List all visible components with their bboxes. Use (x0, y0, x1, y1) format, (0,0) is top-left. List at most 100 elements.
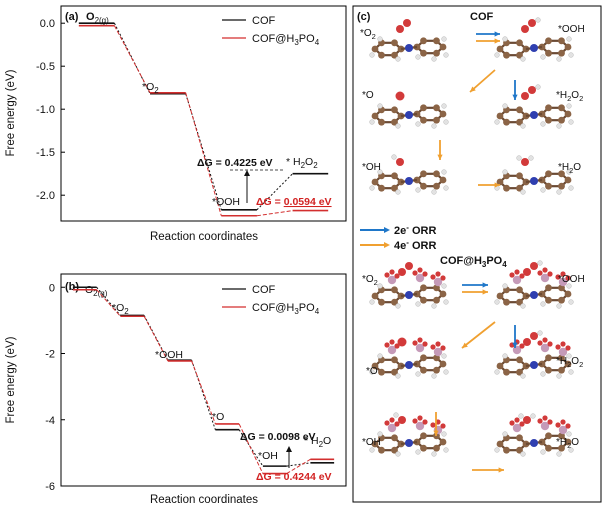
carbon-atom (371, 45, 379, 53)
phosphorus-atom (558, 347, 568, 357)
hydrogen-atom (518, 413, 524, 419)
hydrogen-atom (393, 412, 399, 418)
carbon-atom (371, 178, 379, 186)
hydrogen-atom (395, 373, 401, 379)
hydrogen-atom (540, 121, 546, 127)
carbon-atom (420, 444, 427, 452)
hydrogen-atom (441, 103, 447, 109)
hydrogen-atom (395, 123, 401, 129)
legend-label-cof-h3po4: COF@H3PO4 (252, 33, 320, 47)
carbon-atom (545, 296, 552, 304)
carbon-atom (558, 182, 565, 190)
hydrogen-atom (556, 56, 562, 62)
molecule-structure (369, 337, 449, 379)
oxygen-atom (555, 344, 561, 350)
hydrogen-atom (391, 154, 397, 160)
legend-b-label-cof-h3po4: COF@H3PO4 (252, 302, 320, 316)
label-h2o-cof-h3po4: *H2O (556, 437, 579, 450)
oxygen-atom (430, 422, 436, 428)
phosphorus-atom (433, 277, 443, 287)
carbon-atom (371, 292, 379, 300)
carbon-atom (439, 110, 447, 118)
hydrogen-atom (568, 52, 574, 58)
carbon-atom (391, 39, 398, 47)
phosphorus-atom (512, 275, 522, 285)
oxygen-atom (514, 417, 520, 423)
reaction-arrowhead (494, 31, 500, 37)
panel-a-connector-cof-h3po4 (113, 25, 151, 94)
hydrogen-atom (494, 299, 500, 305)
carbon-atom (378, 118, 385, 126)
carbon-atom (420, 284, 427, 292)
oxygen-atom (547, 271, 553, 277)
oxygen-atom (523, 416, 531, 424)
hydrogen-atom (377, 103, 383, 109)
reaction-arrowhead (498, 467, 504, 473)
oxygen-atom (397, 337, 407, 347)
panel-b-connector-cof-h3po4 (143, 316, 169, 362)
hydrogen-atom (556, 189, 562, 195)
hydrogen-atom (431, 56, 437, 62)
oxygen-atom (394, 343, 400, 349)
panel-a-step-label-h2o2: * H2O2 (286, 156, 318, 170)
carbon-atom (545, 104, 552, 112)
panel-b-step-label-oh: *OH (258, 450, 278, 462)
hydrogen-atom (520, 303, 526, 309)
hydrogen-atom (568, 369, 574, 375)
carbon-atom (420, 170, 427, 178)
panel-a-ytick-label: -0.5 (36, 61, 55, 73)
hydrogen-atom (443, 119, 449, 125)
carbon-atom (545, 49, 552, 57)
hydrogen-atom (395, 451, 401, 457)
carbon-atom (391, 184, 398, 192)
phosphorus-atom (387, 275, 397, 285)
label-ooh-cof: *OOH (558, 24, 585, 35)
reaction-arrowhead (462, 342, 468, 348)
carbon-atom (545, 444, 552, 452)
hydrogen-atom (443, 52, 449, 58)
carbon-atom (420, 366, 427, 374)
carbon-atom (545, 37, 552, 45)
carbon-atom (516, 106, 523, 114)
phosphorus-atom (512, 423, 522, 433)
hydrogen-atom (502, 103, 508, 109)
hydrogen-atom (566, 283, 572, 289)
oxygen-atom (519, 273, 525, 279)
phosphorus-atom (387, 423, 397, 433)
molecule-structure (369, 267, 449, 309)
panel-b-connector-cof-h3po4 (191, 360, 216, 425)
oxygen-atom (509, 420, 515, 426)
oxygen-atom (403, 19, 411, 27)
hydrogen-atom (369, 185, 375, 191)
hydrogen-atom (377, 353, 383, 359)
panel-a-connector-cof-h3po4 (256, 210, 293, 217)
hydrogen-atom (516, 155, 522, 161)
carbon-atom (564, 360, 572, 368)
carbon-atom (378, 446, 385, 454)
carbon-atom (516, 39, 523, 47)
carbon-atom (503, 184, 510, 192)
carbon-atom (496, 178, 504, 186)
carbon-atom (558, 296, 565, 304)
carbon-atom (503, 368, 510, 376)
label-h2o2-cof: *H2O2 (556, 90, 583, 103)
oxygen-atom (435, 341, 441, 347)
carbon-atom (516, 356, 523, 364)
oxygen-atom (530, 262, 538, 270)
carbon-atom (516, 172, 523, 180)
hydrogen-atom (494, 52, 500, 58)
carbon-atom (433, 366, 440, 374)
label-h2o-cof: *H2O (558, 162, 581, 175)
panel-b-frame (60, 273, 347, 487)
oxygen-atom (560, 271, 566, 277)
hydrogen-atom (415, 301, 421, 307)
panel-a-step-label-ooh: *OOH (212, 196, 240, 208)
carbon-atom (420, 116, 427, 124)
carbon-atom (439, 360, 447, 368)
oxygen-atom (396, 158, 404, 166)
oxygen-atom (389, 339, 395, 345)
carbon-atom (496, 292, 504, 300)
hydrogen-atom (415, 54, 421, 60)
hydrogen-atom (540, 301, 546, 307)
nitrogen-atom (530, 177, 538, 185)
